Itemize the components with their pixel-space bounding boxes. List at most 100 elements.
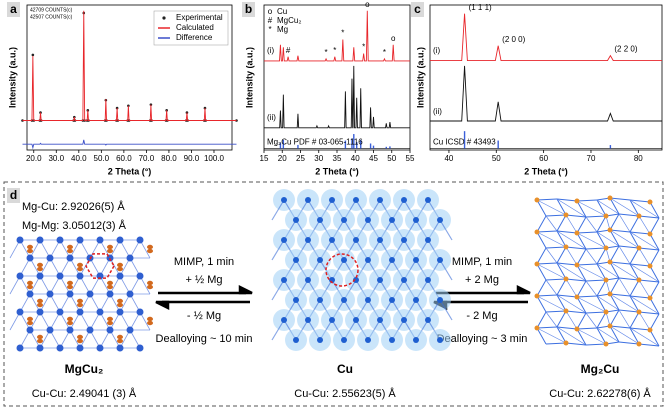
bond [585,279,607,282]
mg-atom [107,280,113,286]
x-tick-label: 55 [406,154,415,163]
mg-atom [574,262,580,268]
plot-frame [429,4,663,151]
highlight [85,253,115,279]
bond [576,327,598,330]
bond [629,263,660,283]
bond [596,295,607,313]
bond [536,263,567,280]
mg-atom [37,338,43,344]
bond [629,199,640,217]
mg-atom [37,262,43,268]
bond [629,295,651,299]
bond [629,327,651,331]
mg-atom [117,302,123,308]
cu-atom [353,277,359,283]
data-point [31,53,35,57]
cu-atom [413,217,419,223]
cu-atom [96,344,104,352]
cu-atom [341,217,347,223]
bond [576,200,587,218]
cu-atom [66,326,74,334]
bond [536,327,547,345]
bond [439,299,453,321]
mg-atom [534,229,540,235]
x-axis-label: 2 Theta (°) [315,166,359,176]
x-tick-label: 35 [333,154,342,163]
cu-atom [116,236,124,244]
cu-atom [365,297,371,303]
cu-atom [437,337,443,343]
mg-atom [67,316,73,322]
cu-atom [425,277,431,283]
y-axis-label: Intensity (a.u.) [415,47,425,108]
bond [536,199,567,216]
panel-letter: b [245,2,252,16]
bond [609,277,620,295]
phase-name: MgCu₂ [65,362,104,376]
x-tick-label: 60.0 [116,154,132,163]
cu-atom [437,297,443,303]
bond [609,293,640,313]
bond [638,343,660,347]
cu-atom [26,290,34,298]
mg-atom [37,298,43,304]
bond [576,296,587,314]
cu-atom [341,337,347,343]
mg-atom [636,245,642,251]
cu-atom [46,326,54,334]
mg-atom [77,302,83,308]
cu-atom [377,277,383,283]
mg-atom [77,338,83,344]
bond [618,277,631,297]
bond [556,198,587,218]
peak-annotation: o [365,0,370,9]
legend-label: Calculated [176,23,214,32]
bond [556,294,578,298]
mg-atom [77,266,83,272]
mg-atom [37,302,43,308]
x-tick-label: 80.0 [161,154,177,163]
peak-annotation: o [391,34,396,43]
bond [556,310,567,328]
bond [576,199,598,202]
series-label: Cu ICSD # 43493 [433,138,496,147]
bond [545,278,567,281]
cu-atom [106,326,114,334]
bond [596,263,620,279]
x-tick-label: 20.0 [26,154,42,163]
cu-atom [413,337,419,343]
bond [638,311,651,331]
legend-label: MgCu₂ [277,16,301,25]
bond [609,245,620,263]
mg-atom [647,263,653,269]
mg-atom [27,320,33,326]
cu-atom [126,326,134,334]
series-line [264,65,410,129]
arrow-label: Dealloying ~ 10 min [156,333,253,345]
peak-annotation: (2 2 0) [614,45,637,54]
panel-letter-bg [242,2,255,17]
legend-symbol: # [268,16,273,25]
note: 42507 COUNTS(c) [30,14,73,20]
mg-atom [147,284,153,290]
bond [629,247,640,265]
panel-letter-bg [7,2,20,17]
cu-atom [377,197,383,203]
cu-atom [281,317,287,323]
mg-atom [67,284,73,290]
peak-annotation: (2 0 0) [502,35,525,44]
cu-atom [353,197,359,203]
bond [629,263,651,267]
bond [609,261,640,281]
mg-atom [27,284,33,290]
cu-atom [305,197,311,203]
bond [576,296,607,313]
bond [629,231,640,249]
bond [629,199,660,219]
mg-atom [67,248,73,254]
bond [585,215,607,218]
bond [649,249,660,267]
bond [536,231,567,248]
cu-atom [389,297,395,303]
